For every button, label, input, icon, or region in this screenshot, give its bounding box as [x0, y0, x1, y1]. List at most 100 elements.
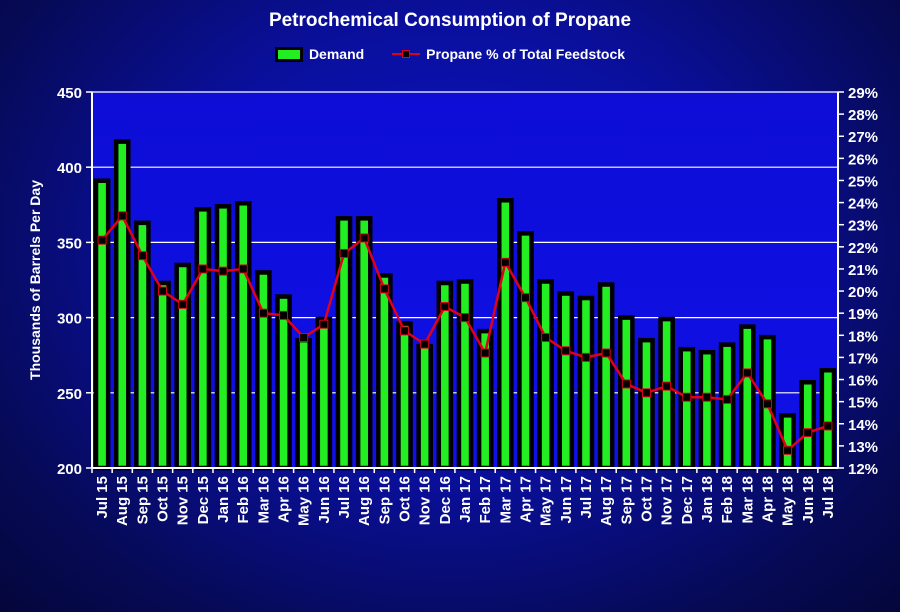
- x-tick-label: Sep 15: [134, 476, 151, 524]
- demand-bar: [93, 178, 111, 471]
- x-tick-label: Jan 16: [215, 476, 232, 523]
- y2-tick-label: 25%: [848, 173, 878, 190]
- y2-tick-label: 26%: [848, 151, 878, 168]
- propane-pct-point: [500, 257, 510, 267]
- propane-pct-point: [400, 326, 410, 336]
- demand-bar: [638, 337, 655, 471]
- legend-item-propane-pct: Propane % of Total Feedstock: [392, 46, 625, 62]
- y2-tick-label: 27%: [848, 129, 878, 146]
- x-tick-label: Jun 17: [558, 476, 575, 524]
- y2-tick-label: 16%: [848, 373, 878, 390]
- demand-bar: [819, 367, 837, 471]
- propane-pct-point: [803, 428, 813, 438]
- demand-bar: [376, 273, 393, 471]
- x-tick-label: May 16: [296, 476, 313, 526]
- y-tick-label: 350: [57, 235, 82, 252]
- y2-tick-label: 12%: [848, 461, 878, 478]
- x-tick-label: Feb 18: [719, 476, 736, 524]
- y-tick-label: 400: [57, 160, 82, 177]
- x-tick-label: Jul 18: [820, 476, 837, 519]
- y2-tick-label: 13%: [848, 439, 878, 456]
- x-tick-label: Jul 16: [336, 476, 353, 519]
- axes: 200 250 300 350 400 450 12% 13% 14% 15% 16% 17% 18% 1…: [57, 85, 878, 526]
- x-tick-label: Apr 16: [276, 476, 293, 523]
- propane-pct-point: [137, 251, 147, 261]
- demand-bar: [315, 316, 333, 471]
- propane-pct-point: [178, 299, 188, 309]
- propane-pct-point: [762, 399, 772, 409]
- y-tick-label: 450: [57, 85, 82, 102]
- x-tick-label: Jan 17: [457, 476, 474, 523]
- propane-pct-point: [742, 368, 752, 378]
- x-tick-label: Dec 15: [195, 476, 212, 524]
- demand-bar: [497, 198, 514, 471]
- propane-pct-point: [541, 333, 551, 343]
- propane-pct-point: [561, 346, 571, 356]
- y2-tick-label: 18%: [848, 328, 878, 345]
- propane-pct-point: [117, 211, 127, 221]
- propane-pct-line-layer: [97, 211, 833, 455]
- propane-pct-point: [279, 310, 289, 320]
- propane-pct-point: [581, 352, 591, 362]
- demand-bar: [678, 346, 696, 471]
- x-tick-label: Jun 18: [800, 476, 817, 524]
- x-tick-label: Jun 16: [316, 476, 333, 524]
- demand-bar: [194, 207, 212, 471]
- x-tick-label: Dec 16: [437, 476, 454, 524]
- demand-bar: [355, 216, 373, 471]
- demand-bar: [799, 380, 817, 471]
- demand-bar: [537, 279, 554, 471]
- y2-tick-label: 28%: [848, 107, 878, 124]
- y2-tick-label: 14%: [848, 417, 878, 434]
- propane-pct-point: [420, 339, 430, 349]
- x-tick-label: Apr 18: [759, 476, 776, 523]
- y2-tick-label: 15%: [848, 395, 878, 412]
- x-tick-label: Oct 16: [397, 476, 414, 522]
- x-tick-label: Feb 16: [235, 476, 252, 524]
- legend-label-propane-pct: Propane % of Total Feedstock: [426, 46, 626, 62]
- propane-pct-point: [198, 264, 208, 274]
- demand-bar: [718, 342, 736, 471]
- x-tick-label: Nov 17: [659, 476, 676, 525]
- demand-bar: [738, 324, 756, 471]
- propane-pct-point: [440, 302, 450, 312]
- demand-bar: [275, 294, 292, 471]
- y-tick-label: 250: [57, 386, 82, 403]
- demand-bar: [658, 316, 675, 471]
- x-tick-label: May 18: [780, 476, 797, 526]
- demand-bar: [577, 295, 595, 471]
- x-tick-label: Mar 18: [739, 476, 756, 524]
- propane-pct-point: [722, 394, 732, 404]
- propane-pct-point: [258, 308, 268, 318]
- legend: Demand Propane % of Total Feedstock: [0, 46, 900, 62]
- x-tick-label: Jul 17: [578, 476, 595, 519]
- propane-pct-point: [460, 313, 470, 323]
- propane-pct-point: [299, 333, 309, 343]
- propane-pct-point: [319, 319, 329, 329]
- x-tick-label: May 17: [538, 476, 555, 526]
- propane-pct-point: [702, 392, 712, 402]
- y-tick-label: 200: [57, 461, 82, 478]
- y-axis-label: Thousands of Barrels Per Day: [27, 180, 43, 380]
- x-tick-label: Aug 17: [598, 476, 615, 526]
- y2-tick-label: 20%: [848, 284, 878, 301]
- demand-bar: [597, 282, 615, 471]
- y2-tick-label: 19%: [848, 306, 878, 323]
- demand-bar: [617, 315, 635, 471]
- demand-bar: [113, 139, 131, 471]
- propane-pct-point: [621, 379, 631, 389]
- propane-pct-point: [158, 286, 168, 296]
- propane-pct-point: [601, 348, 611, 358]
- y2-tick-label: 21%: [848, 262, 878, 279]
- x-tick-label: Jul 15: [94, 476, 111, 519]
- legend-label-demand: Demand: [308, 46, 365, 62]
- propane-pct-point: [823, 421, 833, 431]
- propane-pct-point: [238, 264, 248, 274]
- demand-bar: [456, 279, 474, 471]
- legend-item-demand: Demand: [274, 46, 365, 62]
- x-tick-label: Oct 15: [155, 476, 172, 522]
- demand-bar: [557, 291, 575, 471]
- x-tick-label: Sep 16: [376, 476, 393, 524]
